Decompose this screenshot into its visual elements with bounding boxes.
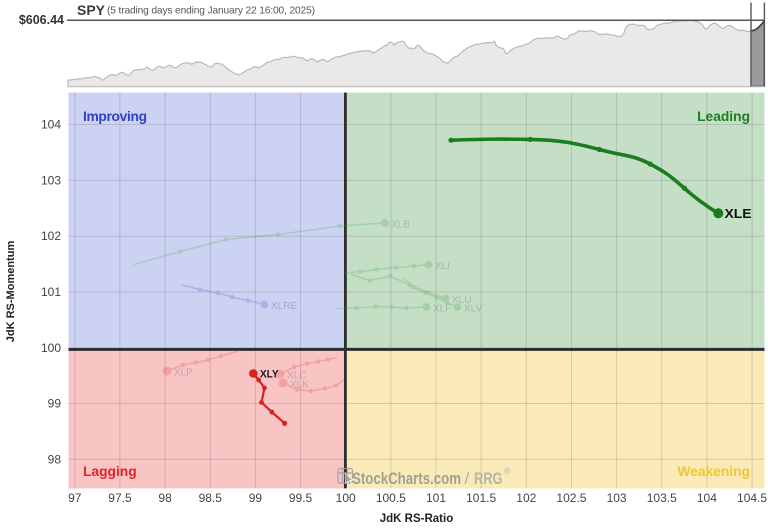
svg-text:$606.44: $606.44 [19, 13, 64, 27]
svg-text:100: 100 [336, 491, 356, 505]
svg-text:Leading: Leading [697, 109, 750, 124]
svg-text:XLP: XLP [174, 368, 193, 379]
svg-text:102: 102 [516, 491, 536, 505]
svg-text:99: 99 [249, 491, 263, 505]
svg-text:101.5: 101.5 [466, 491, 496, 505]
svg-text:JdK RS-Momentum: JdK RS-Momentum [5, 241, 17, 343]
svg-text:XLRE: XLRE [271, 301, 297, 312]
svg-text:104.5: 104.5 [737, 491, 767, 505]
svg-text:XLF: XLF [433, 304, 451, 315]
svg-text:100: 100 [41, 341, 61, 355]
svg-text:99: 99 [48, 397, 62, 411]
svg-text:XLY: XLY [260, 368, 279, 380]
svg-text:98.5: 98.5 [199, 491, 223, 505]
svg-text:101: 101 [41, 285, 61, 299]
svg-text:99.5: 99.5 [289, 491, 313, 505]
svg-text:Lagging: Lagging [83, 464, 137, 479]
svg-text:XLV: XLV [464, 304, 482, 315]
svg-text:104: 104 [697, 491, 717, 505]
svg-text:StockCharts.com: StockCharts.com [352, 469, 461, 488]
svg-text:103: 103 [41, 173, 61, 187]
svg-text:102.5: 102.5 [556, 491, 586, 505]
svg-text:97: 97 [68, 491, 82, 505]
svg-text:RRG: RRG [474, 469, 503, 488]
svg-text:XLK: XLK [290, 380, 309, 391]
svg-text:98: 98 [48, 452, 62, 466]
svg-text:98: 98 [158, 491, 172, 505]
svg-text:XLB: XLB [391, 220, 410, 231]
svg-text:XLC: XLC [287, 371, 306, 382]
svg-text:Weakening: Weakening [677, 464, 750, 479]
svg-text:103.5: 103.5 [647, 491, 677, 505]
svg-text:XLI: XLI [435, 261, 450, 272]
svg-text:100.5: 100.5 [376, 491, 406, 505]
svg-text:SPY: SPY [77, 2, 106, 18]
svg-text:JdK RS-Ratio: JdK RS-Ratio [380, 513, 453, 525]
svg-text:102: 102 [41, 229, 61, 243]
svg-text:Improving: Improving [83, 109, 147, 124]
svg-text:104: 104 [41, 118, 61, 132]
svg-text:101: 101 [426, 491, 446, 505]
svg-text:103: 103 [607, 491, 627, 505]
svg-text:/: / [465, 469, 470, 488]
svg-text:XLU: XLU [452, 295, 471, 306]
svg-text:®: ® [504, 466, 511, 476]
svg-text:97.5: 97.5 [108, 491, 132, 505]
svg-text:(5 trading days ending January: (5 trading days ending January 22 16:00,… [107, 6, 315, 17]
svg-text:XLE: XLE [725, 207, 752, 221]
